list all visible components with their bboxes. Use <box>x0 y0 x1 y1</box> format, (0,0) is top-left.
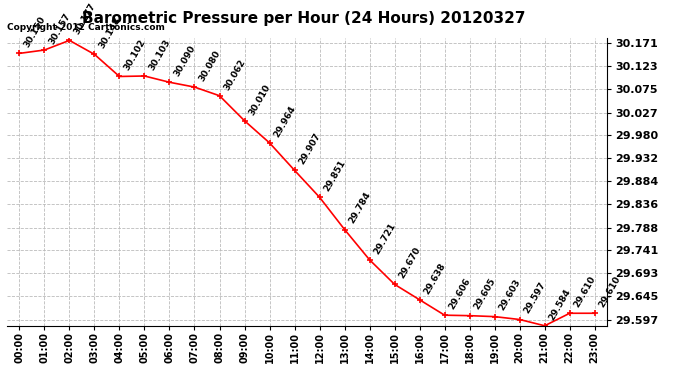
Text: 29.606: 29.606 <box>447 276 473 311</box>
Text: 29.584: 29.584 <box>547 287 573 322</box>
Text: 30.010: 30.010 <box>247 82 273 117</box>
Text: 30.157: 30.157 <box>47 11 72 46</box>
Text: 29.851: 29.851 <box>322 159 348 193</box>
Text: 29.610: 29.610 <box>598 274 622 309</box>
Text: Copyright 2012 Cartronics.com: Copyright 2012 Cartronics.com <box>7 23 165 32</box>
Text: 29.907: 29.907 <box>297 132 322 166</box>
Text: 30.080: 30.080 <box>197 49 222 83</box>
Text: 30.102: 30.102 <box>122 38 147 72</box>
Text: 29.597: 29.597 <box>522 280 548 315</box>
Text: 29.605: 29.605 <box>473 277 497 312</box>
Text: 30.148: 30.148 <box>97 16 122 50</box>
Text: 29.964: 29.964 <box>273 104 297 139</box>
Text: 30.103: 30.103 <box>147 38 172 72</box>
Text: 29.784: 29.784 <box>347 190 373 225</box>
Text: 30.177: 30.177 <box>72 2 97 36</box>
Text: 29.721: 29.721 <box>373 221 397 256</box>
Text: 29.638: 29.638 <box>422 261 448 296</box>
Text: 29.670: 29.670 <box>397 246 422 280</box>
Text: 30.150: 30.150 <box>22 15 47 49</box>
Text: Barometric Pressure per Hour (24 Hours) 20120327: Barometric Pressure per Hour (24 Hours) … <box>82 11 525 26</box>
Text: 29.603: 29.603 <box>497 278 522 312</box>
Text: 29.610: 29.610 <box>573 274 598 309</box>
Text: 30.090: 30.090 <box>172 44 197 78</box>
Text: 30.062: 30.062 <box>222 57 247 92</box>
